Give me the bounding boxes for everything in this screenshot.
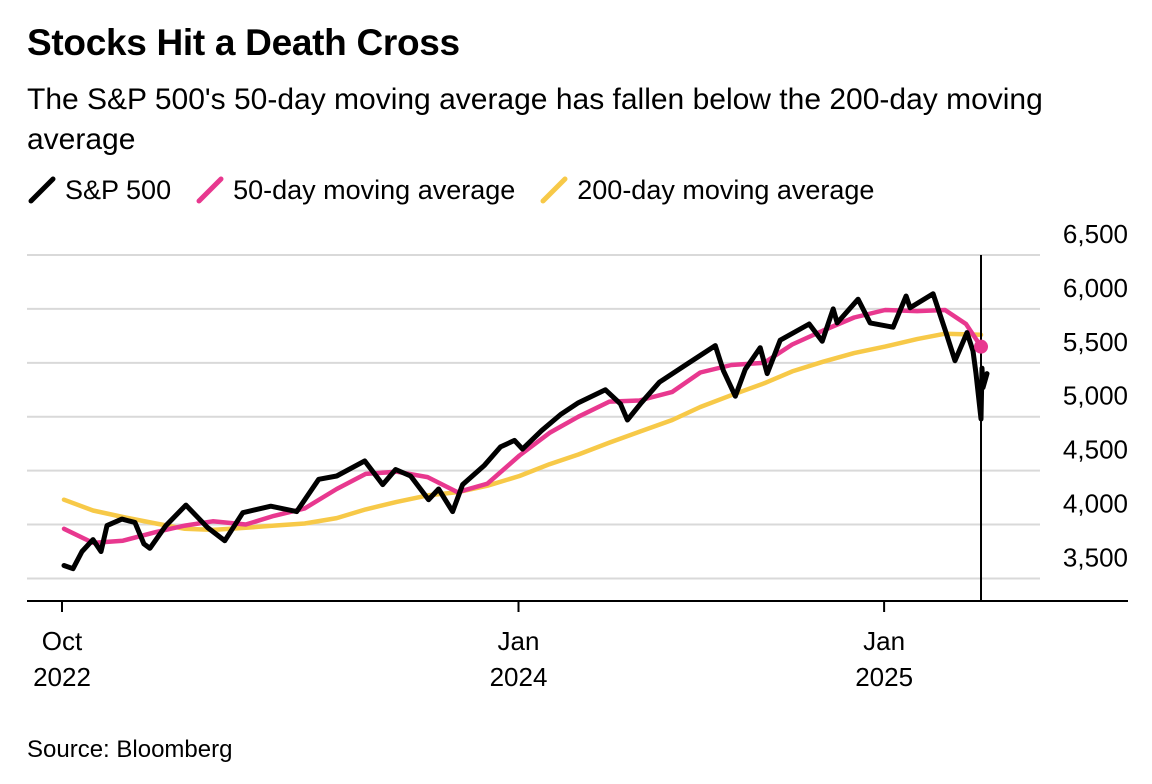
series-line-ma50: [61, 307, 984, 546]
x-tick-label-year: 2022: [33, 662, 91, 692]
legend-item-sp500: S&P 500: [27, 175, 171, 206]
y-tick-label: 6,500: [1063, 219, 1128, 249]
legend-label-ma200: 200-day moving average: [577, 174, 875, 205]
gridlines: [27, 254, 1040, 580]
series-lines: [61, 291, 990, 572]
y-tick-label: 4,000: [1063, 489, 1128, 519]
legend-label-sp500: S&P 500: [65, 174, 172, 205]
x-tick-label-year: 2024: [490, 662, 548, 692]
y-tick-label: 5,000: [1063, 381, 1128, 411]
x-axis: Oct 2022 Jan 2024 Jan 2025: [27, 600, 1128, 692]
marker-layer: [974, 255, 989, 600]
y-tick-label: 4,500: [1063, 435, 1128, 465]
y-tick-label: 6,000: [1063, 273, 1128, 303]
chart-subtitle: The S&P 500's 50-day moving average has …: [27, 83, 1043, 156]
x-tick-label-month: Oct: [42, 626, 83, 656]
legend-swatch-ma200: [540, 176, 568, 204]
legend-label-ma50: 50-day moving average: [233, 174, 516, 205]
chart-title: Stocks Hit a Death Cross: [27, 22, 460, 63]
series-line-sp500: [61, 291, 990, 572]
legend: S&P 500 50-day moving average 200-day mo…: [27, 172, 898, 208]
x-tick-label-year: 2025: [855, 662, 913, 692]
y-tick-label: 5,500: [1063, 327, 1128, 357]
x-tick-label-month: Jan: [498, 626, 540, 656]
x-tick-label-month: Jan: [863, 626, 905, 656]
ma50-end-dot: [974, 339, 989, 354]
legend-swatch-sp500: [28, 176, 56, 204]
y-tick-label: 3,500: [1063, 542, 1128, 572]
y-axis-tick-labels: 3,500 4,000 4,500 5,000 5,500 6,000 6,500: [1063, 219, 1128, 572]
legend-item-ma200: 200-day moving average: [539, 175, 874, 206]
legend-swatch-ma50: [196, 176, 224, 204]
source-note: Source: Bloomberg: [27, 736, 233, 763]
legend-item-ma50: 50-day moving average: [195, 175, 515, 206]
